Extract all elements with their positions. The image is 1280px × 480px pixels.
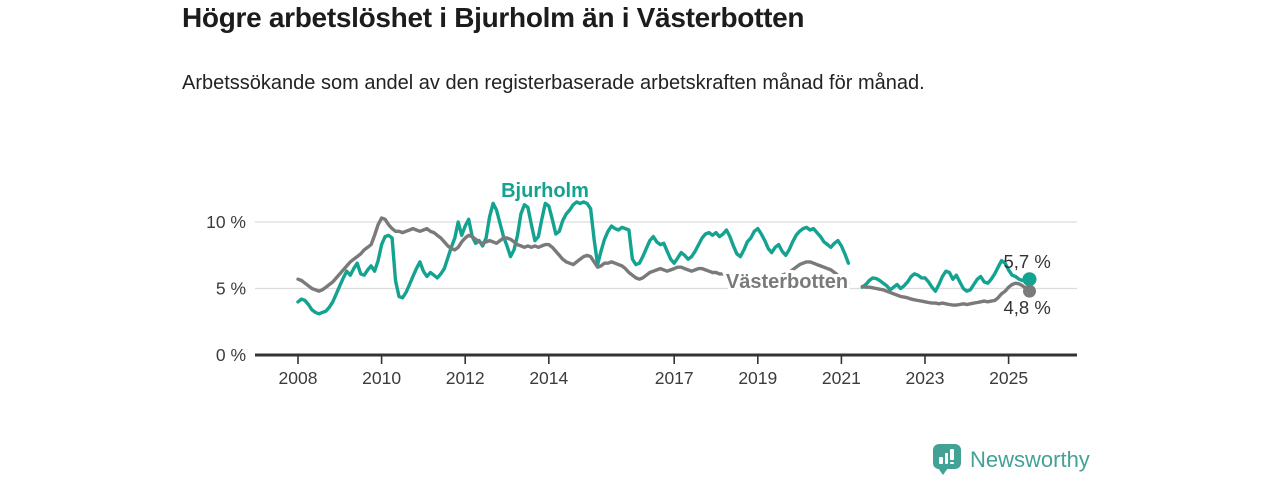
chart-title: Högre arbetslöshet i Bjurholm än i Väste… <box>182 2 805 33</box>
x-tick-label: 2010 <box>362 368 401 388</box>
speech-bubble-tail <box>938 468 948 475</box>
västerbotten-line <box>296 216 851 293</box>
bjurholm-line <box>860 258 1032 293</box>
bjurholm-end-dot <box>1022 272 1037 287</box>
x-tick-label: 2023 <box>906 368 945 388</box>
x-tick-label: 2019 <box>738 368 777 388</box>
newsworthy-logo-text: Newsworthy <box>970 447 1090 472</box>
bjurholm-end-value-label: 5,7 % <box>1004 251 1051 272</box>
exclamation-glyph-bar <box>950 449 954 460</box>
y-tick-label: 0 % <box>216 345 246 365</box>
x-tick-label: 2017 <box>655 368 694 388</box>
bjurholm-line <box>296 200 851 316</box>
x-tick-label: 2025 <box>989 368 1028 388</box>
bar-chart-glyph-bar2 <box>944 453 948 464</box>
y-tick-label: 10 % <box>206 212 246 232</box>
bjurholm-series-label: Bjurholm <box>501 180 589 202</box>
newsworthy-logo-icon <box>933 444 961 476</box>
x-tick-label: 2012 <box>446 368 485 388</box>
newsworthy-logo: Newsworthy <box>933 444 1090 476</box>
bar-chart-glyph-bar1 <box>939 457 943 464</box>
västerbotten-series-label: Västerbotten <box>726 271 848 293</box>
x-tick-label: 2021 <box>822 368 861 388</box>
västerbotten-line <box>860 281 1032 307</box>
y-tick-label: 5 % <box>216 279 246 299</box>
exclamation-glyph-dot <box>950 461 954 465</box>
chart-subtitle: Arbetssökande som andel av den registerb… <box>182 72 925 94</box>
x-tick-label: 2014 <box>529 368 568 388</box>
västerbotten-end-value-label: 4,8 % <box>1004 297 1051 318</box>
västerbotten-end-dot <box>1023 284 1036 298</box>
x-tick-label: 2008 <box>279 368 318 388</box>
